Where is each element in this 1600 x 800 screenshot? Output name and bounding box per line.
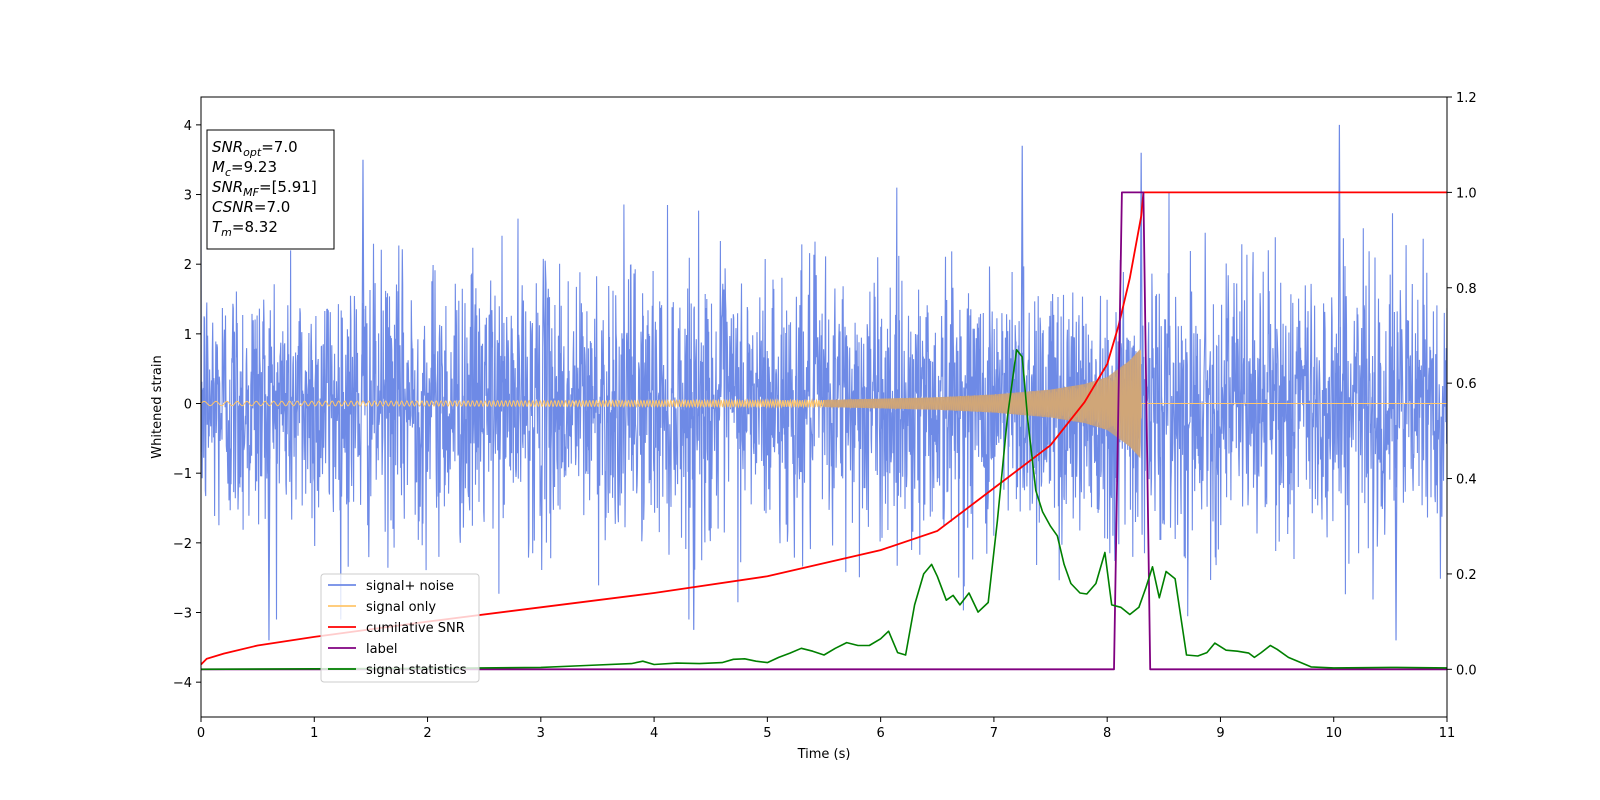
- legend-frame: [320, 573, 480, 683]
- y-tick-label: 0: [184, 398, 192, 413]
- y2-tick-label: 1.2: [1456, 91, 1477, 106]
- series-signal-statistics: [201, 349, 1447, 671]
- signal-statistics-line: [201, 349, 1447, 671]
- series-label: [201, 191, 1447, 671]
- info-box-line: SNRopt=7.0: [212, 138, 298, 159]
- cumilative-snr-line: [201, 191, 1447, 666]
- y-tick-label: 3: [184, 189, 192, 204]
- info-box-line: SNRMF=[5.91]: [212, 178, 317, 199]
- legend-entry: cumilative SNR: [366, 621, 465, 636]
- legend-entry: label: [366, 642, 397, 657]
- plot-area: [201, 124, 1447, 671]
- y-axis-label: Whitened strain: [150, 355, 165, 458]
- x-tick-label: 8: [1103, 726, 1111, 741]
- y-tick-label: −4: [173, 676, 192, 691]
- legend-entry: signal+ noise: [366, 579, 454, 594]
- legend-entry: signal only: [366, 600, 436, 615]
- x-tick-label: 3: [537, 726, 545, 741]
- x-tick-label: 9: [1216, 726, 1224, 741]
- signal-noise-spike: [1020, 145, 1024, 404]
- legend-entry: signal statistics: [366, 663, 467, 678]
- plot-frame: [200, 96, 1448, 718]
- signal-noise-line: [201, 187, 1447, 620]
- legend: signal+ noise signal only cumilative SNR la…: [320, 573, 480, 683]
- x-tick-label: 6: [876, 726, 884, 741]
- x-tick-label: 11: [1439, 726, 1456, 741]
- y2-tick-label: 0.6: [1456, 377, 1477, 392]
- x-tick-label: 2: [423, 726, 431, 741]
- y-tick-label: 1: [184, 328, 192, 343]
- info-box-frame: [206, 129, 335, 250]
- y-tick-label: −2: [173, 537, 192, 552]
- x-tick-label: 0: [197, 726, 205, 741]
- info-box-line: CSNR=7.0: [212, 198, 290, 216]
- y-tick-label: 2: [184, 258, 192, 273]
- y-axis-left: −4 −3 −2 −1 0 1 2 3 4: [173, 119, 201, 691]
- x-tick-label: 5: [763, 726, 771, 741]
- y2-tick-label: 0.4: [1456, 473, 1477, 488]
- x-axis-label: Time (s): [797, 747, 851, 762]
- y2-tick-label: 0.8: [1456, 282, 1477, 297]
- x-tick-label: 1: [310, 726, 318, 741]
- signal-noise-spike: [692, 403, 696, 630]
- y-axis-right: 0.0 0.2 0.4 0.6 0.8 1.0 1.2: [1447, 91, 1477, 678]
- y2-tick-label: 0.2: [1456, 568, 1477, 583]
- signal-only-envelope: [824, 348, 1145, 459]
- series-cumilative-snr: [201, 191, 1447, 666]
- y-tick-label: −1: [173, 467, 192, 482]
- x-axis: 0 1 2 3 4 5 6 7 8 9 10 11: [197, 717, 1455, 741]
- y2-tick-label: 0.0: [1456, 663, 1477, 678]
- signal-noise-spike: [1139, 152, 1143, 404]
- signal-noise-spike: [1337, 124, 1342, 404]
- series-signal-noise: [201, 124, 1447, 641]
- y2-tick-label: 1.0: [1456, 186, 1477, 201]
- x-tick-label: 10: [1325, 726, 1342, 741]
- y-tick-label: 4: [184, 119, 192, 134]
- series-signal-only: [201, 348, 1447, 459]
- info-box-line: Mc=9.23: [212, 158, 277, 179]
- signal-noise-spike: [361, 159, 365, 404]
- y-tick-label: −3: [173, 607, 192, 622]
- x-tick-label: 4: [650, 726, 658, 741]
- label-line: [201, 191, 1447, 671]
- info-box-line: Tm=8.32: [212, 218, 278, 239]
- x-tick-label: 7: [990, 726, 998, 741]
